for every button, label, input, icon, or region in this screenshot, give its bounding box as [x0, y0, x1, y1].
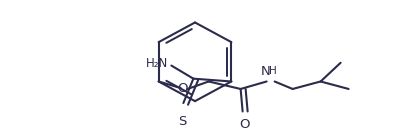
- Text: N: N: [260, 65, 270, 78]
- Text: O: O: [239, 118, 249, 131]
- Text: H₂N: H₂N: [146, 57, 168, 70]
- Text: H: H: [268, 66, 276, 76]
- Text: O: O: [177, 82, 188, 95]
- Text: S: S: [178, 115, 186, 128]
